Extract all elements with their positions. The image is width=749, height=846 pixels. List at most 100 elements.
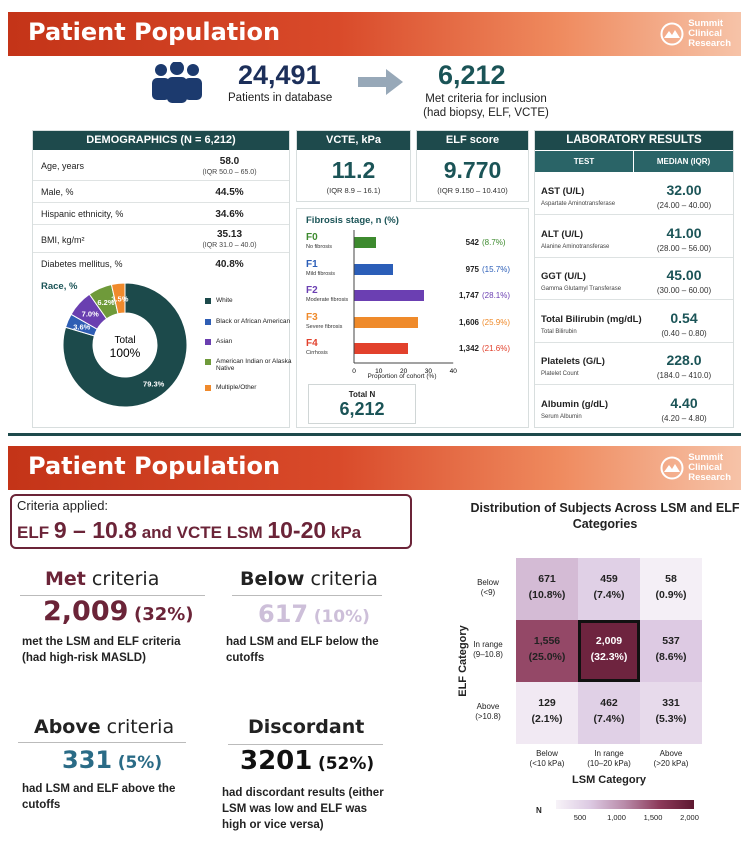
donut-center-value: 100% xyxy=(110,346,141,360)
race-slice-label: 3.6% xyxy=(73,323,90,332)
lab-subname: Serum Albumin xyxy=(541,413,582,420)
met-rule xyxy=(20,595,205,596)
race-slice-label: 3.5% xyxy=(111,294,128,303)
lab-name: Total Bilirubin (mg/dL) xyxy=(541,313,642,325)
lab-name: AST (U/L) xyxy=(541,186,585,197)
lab-row: AST (U/L) Aspartate Aminotransferase 32.00… xyxy=(535,173,733,215)
vcte-iqr: (IQR 8.9 – 16.1) xyxy=(326,186,381,195)
heatmap-cell-value: 537 xyxy=(662,635,680,647)
axis-tick-label: 30 xyxy=(425,368,433,375)
axis-tick-label: 40 xyxy=(450,368,458,375)
above-count: 331 (5%) xyxy=(62,746,163,774)
fibrosis-title: Fibrosis stage, n (%) xyxy=(306,215,399,226)
fibrosis-stage-code: F0 xyxy=(306,232,318,243)
criteria-applied-label: Criteria applied: xyxy=(17,498,109,513)
heatmap-cell-value: 459 xyxy=(600,573,618,585)
lab-subname: Total Bilirubin xyxy=(541,328,577,335)
total-n-label: Total N xyxy=(348,390,376,399)
fibrosis-bar xyxy=(354,290,424,301)
fibrosis-pct: (28.1%) xyxy=(482,291,511,300)
elf-iqr: (IQR 9.150 – 10.410) xyxy=(437,186,508,195)
fibrosis-row: F2 Moderate fibrosis 1,747 (28.1%) xyxy=(306,285,530,315)
race-title: Race, % xyxy=(41,281,78,292)
colorbar-label: N xyxy=(536,806,542,815)
below-rule xyxy=(232,595,382,596)
mountain-logo-icon xyxy=(660,456,684,480)
race-legend-item: American Indian or Alaska Native xyxy=(205,358,296,372)
demo-row-hispanic: Hispanic ethnicity, % 34.6% xyxy=(33,203,289,225)
lab-median: 45.00 xyxy=(666,267,702,283)
lab-subname: Platelet Count xyxy=(541,371,579,377)
lab-median: 228.0 xyxy=(666,352,702,368)
people-icon xyxy=(152,62,202,103)
axis-tick-label: 0 xyxy=(352,368,356,375)
above-rule xyxy=(18,742,186,743)
lab-iqr: (24.00 – 40.00) xyxy=(656,201,712,210)
fibrosis-row: F0 No fibrosis 542 (8.7%) xyxy=(306,232,530,262)
fibrosis-stage-code: F2 xyxy=(306,285,318,296)
heatmap-cell-pct: (25.0%) xyxy=(528,651,566,663)
company-logo: Summit Clinical Research xyxy=(660,453,731,483)
heatmap-ylabel: ELF Category xyxy=(457,625,469,697)
lab-name: ALT (U/L) xyxy=(541,228,584,240)
legend-text: Multiple/Other xyxy=(216,384,257,391)
fibrosis-stage-name: Moderate fibrosis xyxy=(306,297,349,303)
fibrosis-bar xyxy=(354,263,393,275)
heatmap-cell-pct: (2.1%) xyxy=(531,713,563,725)
criteria-applied-box xyxy=(10,494,412,549)
demographics-panel xyxy=(32,130,290,428)
fibrosis-row: F3 Severe fibrosis 1,606 (25.9%) xyxy=(306,312,530,342)
company-logo: Summit Clinical Research xyxy=(660,19,731,49)
legend-text: White xyxy=(216,297,233,304)
heatmap-cell: 462 (7.4%) xyxy=(578,682,640,744)
lab-row: Total Bilirubin (mg/dL) Total Bilirubin 0.… xyxy=(535,301,733,343)
heatmap-cell: 58 (0.9%) xyxy=(640,558,702,620)
legend-text: Asian xyxy=(216,338,233,345)
fibrosis-axis: 0 10 20 30 40 xyxy=(352,230,458,375)
labs-panel xyxy=(534,130,734,428)
below-heading: Below criteria xyxy=(240,568,378,590)
lab-subname: Gamma Glutamyl Transferase xyxy=(541,286,622,292)
lab-subname: Alanine Aminotransferase xyxy=(541,243,610,250)
axis-tick-label: 10 xyxy=(375,368,383,375)
lab-median: 4.40 xyxy=(670,394,698,411)
legend-swatch xyxy=(205,359,211,365)
fibrosis-stage-name: Mild fibrosis xyxy=(306,270,336,277)
race-slice-label: 7.0% xyxy=(82,309,99,318)
race-slice-label: 79.3% xyxy=(143,379,165,388)
legend-text: American Indian or Alaska Native xyxy=(216,358,292,372)
elf-header: ELF score xyxy=(417,131,528,150)
met-description: met the LSM and ELF criteria (had high-ri… xyxy=(22,636,181,664)
heatmap-cell: 459 (7.4%) xyxy=(578,558,640,620)
fibrosis-count: 1,606 xyxy=(458,317,479,327)
top-banner: Patient Population Summit Clinical Researc… xyxy=(8,12,741,56)
fibrosis-pct: (21.6%) xyxy=(482,344,511,353)
fibrosis-pct: (8.7%) xyxy=(482,238,506,247)
colorbar xyxy=(556,800,694,809)
above-heading: Above criteria xyxy=(34,716,175,738)
lab-median: 0.54 xyxy=(670,309,698,326)
fibrosis-bar xyxy=(354,316,419,328)
legend-swatch xyxy=(205,298,211,304)
fibrosis-xlabel: Proportion of cohort (%) xyxy=(367,373,437,380)
mountain-logo-icon xyxy=(660,22,684,46)
fibrosis-row: F4 Cirrhosis 1,342 (21.6%) xyxy=(306,338,530,368)
discordant-count: 3201 (52%) xyxy=(240,746,375,776)
fibrosis-bar xyxy=(354,343,408,354)
fibrosis-stage-code: F4 xyxy=(306,338,318,349)
labs-col-test: TEST xyxy=(535,151,633,172)
heatmap-cell: 537 (8.6%) xyxy=(640,620,702,682)
above-description: had LSM and ELF above the cutoffs xyxy=(22,783,176,811)
lab-iqr: (0.40 – 0.80) xyxy=(661,328,707,338)
page-title: Patient Population xyxy=(28,18,281,46)
heatmap-cell-value: 58 xyxy=(665,573,677,585)
fibrosis-count: 542 xyxy=(465,238,479,247)
race-legend-item: White xyxy=(205,297,296,304)
total-n-box xyxy=(308,384,416,424)
elf-panel xyxy=(416,130,529,202)
elf-value: 9.770 xyxy=(443,157,502,183)
fibrosis-bar xyxy=(354,237,376,248)
heatmap-cell-pct: (5.3%) xyxy=(655,713,687,725)
heatmap-cell-pct: (8.6%) xyxy=(655,651,687,663)
